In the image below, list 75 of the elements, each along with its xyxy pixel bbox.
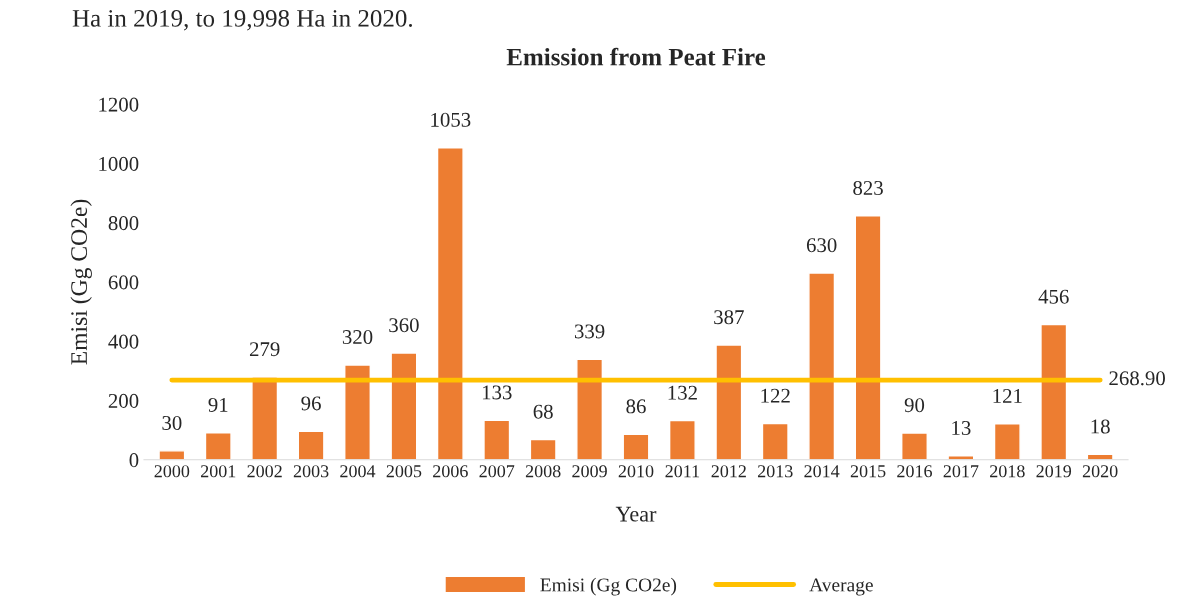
- bar: [854, 215, 882, 460]
- data-label: 121: [993, 389, 1022, 403]
- bar: [715, 344, 743, 460]
- text: Ha in 2019, to 19,998 Ha in 2020.: [72, 9, 412, 31]
- x-tick-label: 2013: [757, 465, 793, 478]
- data-label: 630: [806, 238, 837, 253]
- data-label: 18: [1091, 419, 1110, 434]
- bar: [390, 352, 418, 460]
- bar: [483, 419, 511, 460]
- y-tick-label: 0: [129, 453, 139, 468]
- y-tick-label: 1200: [99, 97, 139, 112]
- bar: [251, 376, 279, 460]
- x-tick-label: 2003: [293, 465, 329, 478]
- data-label: 90: [904, 398, 925, 413]
- x-tick-label: 2008: [525, 465, 561, 478]
- bar: [761, 422, 789, 460]
- data-label: 13: [952, 421, 971, 435]
- data-label: 268.90: [1109, 371, 1165, 386]
- x-tick-label: 2017: [943, 465, 979, 478]
- x-tick-label: 2015: [850, 465, 886, 478]
- bar: [576, 358, 604, 460]
- chart-title: Emission from Peat Fire: [506, 47, 766, 66]
- bar: [529, 438, 557, 460]
- y-axis-title: Emisi (Gg CO2e): [70, 199, 92, 365]
- data-label: 122: [761, 388, 790, 403]
- bar: [668, 419, 696, 460]
- x-tick-label: 2007: [479, 465, 515, 478]
- data-label: 68: [533, 404, 553, 419]
- bar: [204, 432, 232, 460]
- bar: [993, 423, 1021, 460]
- bar: [158, 450, 186, 460]
- bar: [297, 430, 325, 460]
- bar: [901, 432, 928, 460]
- data-label: 132: [668, 385, 697, 400]
- data-label: 30: [162, 415, 182, 430]
- data-label: 360: [389, 318, 419, 333]
- data-label: 456: [1038, 289, 1069, 304]
- x-tick-label: 2020: [1082, 465, 1118, 478]
- x-tick-label: 2009: [572, 465, 607, 478]
- y-tick-label: 200: [108, 393, 139, 408]
- x-axis-title: Year: [615, 506, 657, 522]
- legend-label: Emisi (Gg CO2e): [540, 577, 677, 596]
- bar: [344, 364, 371, 460]
- x-tick-label: 2011: [665, 465, 700, 478]
- data-label: 96: [301, 396, 321, 411]
- x-tick-label: 2012: [711, 465, 746, 478]
- x-tick-label: 2018: [990, 465, 1025, 478]
- y-tick-label: 600: [108, 275, 139, 290]
- data-label: 320: [342, 329, 373, 345]
- x-tick-label: 2005: [386, 465, 422, 478]
- data-label: 91: [208, 397, 228, 412]
- bar: [808, 272, 836, 460]
- x-tick-label: 2002: [247, 465, 282, 478]
- data-label: 133: [482, 385, 512, 400]
- y-tick-label: 400: [108, 334, 139, 349]
- x-tick-label: 2004: [340, 465, 376, 478]
- bar: [1040, 323, 1068, 460]
- x-tick-label: 2001: [201, 465, 236, 478]
- data-label: 339: [574, 324, 605, 339]
- x-tick-label: 2019: [1036, 465, 1072, 478]
- bar: [436, 147, 464, 460]
- data-label: 1053: [431, 112, 471, 127]
- bar: [622, 433, 650, 460]
- x-tick-label: 2016: [897, 465, 933, 478]
- x-tick-label: 2000: [154, 465, 190, 478]
- data-label: 86: [626, 399, 646, 414]
- data-label: 387: [714, 310, 744, 325]
- y-tick-label: 800: [108, 216, 139, 231]
- x-tick-label: 2014: [804, 465, 840, 478]
- legend-label: Average: [809, 578, 873, 596]
- x-tick-label: 2010: [618, 465, 654, 478]
- x-tick-label: 2006: [433, 465, 468, 478]
- data-label: 823: [853, 180, 883, 196]
- data-label: 279: [249, 342, 280, 357]
- y-tick-label: 1000: [99, 156, 139, 171]
